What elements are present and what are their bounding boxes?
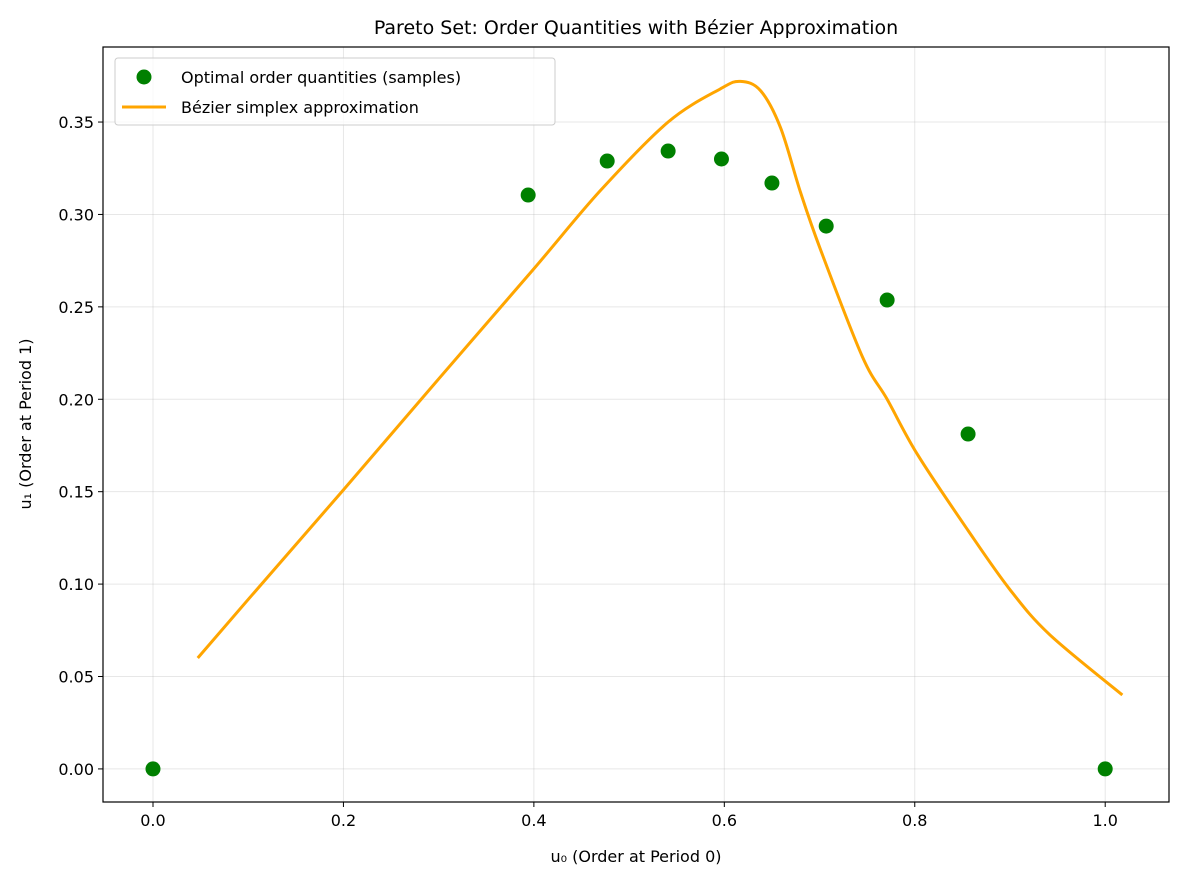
sample-point <box>1097 761 1113 777</box>
plot-frame <box>102 46 1170 803</box>
y-tick-label: 0.35 <box>58 113 94 132</box>
x-tick-label: 0.2 <box>331 811 356 830</box>
y-tick-label: 0.15 <box>58 483 94 502</box>
ticks: 0.0 0.2 0.4 0.6 0.8 1.0 0.00 0.05 0.10 0.15 0.20 0.… <box>58 113 1118 830</box>
sample-point <box>764 175 780 191</box>
x-tick-label: 0.0 <box>140 811 165 830</box>
legend: Optimal order quantities (samples) Bézie… <box>114 57 556 126</box>
legend-label-samples: Optimal order quantities (samples) <box>181 68 461 87</box>
x-tick-label: 1.0 <box>1092 811 1117 830</box>
x-tick-label: 0.4 <box>521 811 546 830</box>
legend-box <box>114 57 556 126</box>
y-tick-label: 0.30 <box>58 205 94 224</box>
chart-title: Pareto Set: Order Quantities with Bézier… <box>374 17 898 39</box>
sample-point <box>145 761 161 777</box>
legend-label-bezier: Bézier simplex approximation <box>181 98 419 117</box>
bezier-curve <box>196 79 1124 697</box>
y-axis-label: u₁ (Order at Period 1) <box>16 339 35 510</box>
sample-point <box>660 143 676 159</box>
sample-point <box>599 153 615 169</box>
legend-marker-samples <box>136 69 152 85</box>
x-axis-label: u₀ (Order at Period 0) <box>551 847 722 866</box>
sample-point <box>818 218 834 234</box>
x-tick-label: 0.6 <box>712 811 737 830</box>
y-tick-label: 0.25 <box>58 298 94 317</box>
sample-point <box>960 426 976 442</box>
sample-point <box>520 187 536 203</box>
y-tick-label: 0.05 <box>58 668 94 687</box>
y-tick-label: 0.10 <box>58 575 94 594</box>
y-tick-label: 0.20 <box>58 390 94 409</box>
grid <box>103 47 1169 802</box>
x-tick-label: 0.8 <box>902 811 927 830</box>
sample-point <box>879 292 895 308</box>
sample-point <box>713 151 729 167</box>
y-tick-label: 0.00 <box>58 760 94 779</box>
plot-marks <box>145 79 1124 777</box>
